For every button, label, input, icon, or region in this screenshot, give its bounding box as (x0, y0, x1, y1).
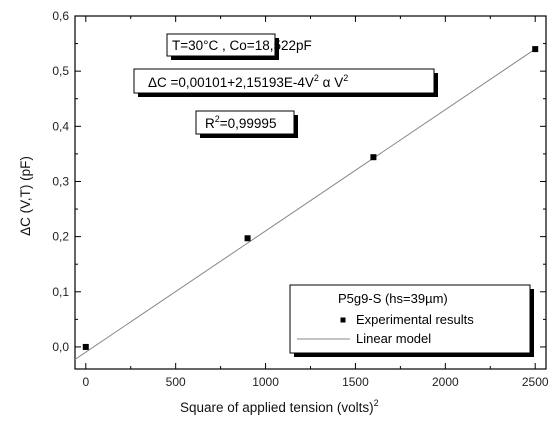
series-line-linear-model (74, 48, 536, 360)
x-tick-label: 500 (166, 375, 186, 389)
x-tick-label: 0 (82, 375, 89, 389)
formula-alpha: α V (319, 75, 343, 90)
legend-label-linear: Linear model (356, 331, 431, 346)
annotation-conditions: T=30°C , Co=18,522pF (166, 33, 312, 60)
data-point (82, 343, 89, 350)
legend-box (289, 284, 531, 354)
formula-sup-1: 2 (314, 73, 319, 83)
y-tick-label: 0,0 (52, 340, 69, 354)
formula-sup-2: 2 (343, 73, 348, 83)
x-tick-label: 2000 (432, 375, 459, 389)
annotation-r-squared-text: R2=0,99995 (205, 114, 276, 131)
y-tick-label: 0,6 (52, 9, 69, 23)
y-tick-label: 0,3 (52, 174, 69, 188)
legend-title: P5g9-S (hs=39µm) (338, 291, 448, 306)
data-point (370, 154, 377, 161)
x-tick-label: 2500 (522, 375, 549, 389)
annotation-formula-box (133, 68, 435, 94)
annotation-conditions-box (166, 33, 276, 57)
series-layer (74, 46, 539, 360)
annotation-formula: ΔC =0,00101+2,15193E-4V2 α V2 (133, 68, 438, 97)
x-tick-label: 1500 (342, 375, 369, 389)
annotation-r-squared-box (195, 110, 295, 135)
y-tick-label: 0,5 (52, 64, 69, 78)
data-point (532, 46, 539, 53)
legend-label-experimental: Experimental results (356, 312, 474, 327)
x-axis-title-sup: 2 (374, 398, 379, 408)
formula-main: ΔC =0,00101+2,15193E-4V (148, 75, 314, 90)
annotation-conditions-text: T=30°C , Co=18,522pF (172, 38, 312, 53)
x-axis-title-main: Square of applied tension (volts) (180, 400, 374, 415)
legend-marker-experimental (340, 317, 346, 323)
data-point (244, 235, 251, 242)
y-tick-label: 0,1 (52, 285, 69, 299)
r-sup: 2 (215, 114, 220, 124)
x-axis-title: Square of applied tension (volts)2 (180, 398, 379, 415)
r-letter: R (205, 116, 215, 131)
annotation-r-squared: R2=0,99995 (195, 110, 298, 138)
axes-layer: 0 500 1000 1500 2000 2500 0,0 0,1 0,2 0,3 0,4 0,5 0,… (52, 9, 549, 389)
y-tick-label: 0,4 (52, 119, 69, 133)
y-tick-label: 0,2 (52, 230, 69, 244)
x-tick-label: 1000 (252, 375, 279, 389)
y-axis-title: ΔC (V,T) (pF) (18, 156, 33, 236)
r-value: =0,99995 (220, 116, 277, 131)
legend: P5g9-S (hs=39µm) Experimental results Li… (289, 284, 534, 357)
annotation-formula-text: ΔC =0,00101+2,15193E-4V2 α V2 (148, 73, 348, 90)
